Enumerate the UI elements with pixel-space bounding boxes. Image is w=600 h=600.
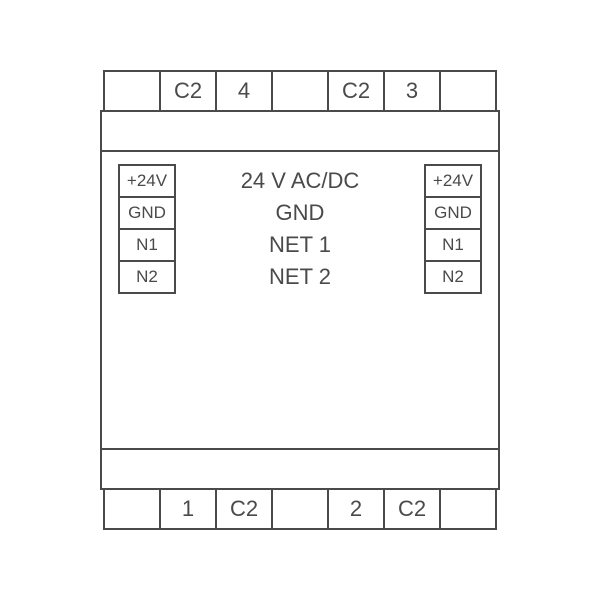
bottom-terminal-row-cell	[439, 488, 497, 530]
bottom-terminal-row-cell: C2	[215, 488, 273, 530]
left-pin-column-cell: GND	[118, 196, 176, 230]
right-pin-column: +24VGNDN1N2	[424, 164, 482, 294]
top-terminal-row-cell: 3	[383, 70, 441, 112]
top-terminal-row-cell: 4	[215, 70, 273, 112]
top-terminal-row-cell	[439, 70, 497, 112]
top-terminal-row-cell	[271, 70, 329, 112]
bottom-terminal-row-cell: C2	[383, 488, 441, 530]
top-terminal-row-cell: C2	[327, 70, 385, 112]
bottom-terminal-row-cell: 2	[327, 488, 385, 530]
center-label: GND	[276, 196, 325, 230]
left-pin-column-cell: N2	[118, 260, 176, 294]
left-pin-column-cell: +24V	[118, 164, 176, 198]
top-terminal-row-cell: C2	[159, 70, 217, 112]
bottom-terminal-row: 1C22C2	[103, 488, 497, 530]
right-pin-column-cell: N1	[424, 228, 482, 262]
center-label: 24 V AC/DC	[241, 164, 360, 198]
top-terminal-row: C24C23	[103, 70, 497, 112]
center-label: NET 2	[269, 260, 331, 294]
bottom-terminal-row-cell	[271, 488, 329, 530]
module-diagram: C24C231C22C2+24VGNDN1N2+24VGNDN1N224 V A…	[100, 70, 500, 530]
right-pin-column-cell: GND	[424, 196, 482, 230]
left-pin-column: +24VGNDN1N2	[118, 164, 176, 294]
left-pin-column-cell: N1	[118, 228, 176, 262]
right-pin-column-cell: +24V	[424, 164, 482, 198]
top-terminal-row-cell	[103, 70, 161, 112]
center-labels: 24 V AC/DCGNDNET 1NET 2	[220, 164, 380, 294]
bottom-terminal-row-cell: 1	[159, 488, 217, 530]
center-label: NET 1	[269, 228, 331, 262]
right-pin-column-cell: N2	[424, 260, 482, 294]
bottom-terminal-row-cell	[103, 488, 161, 530]
